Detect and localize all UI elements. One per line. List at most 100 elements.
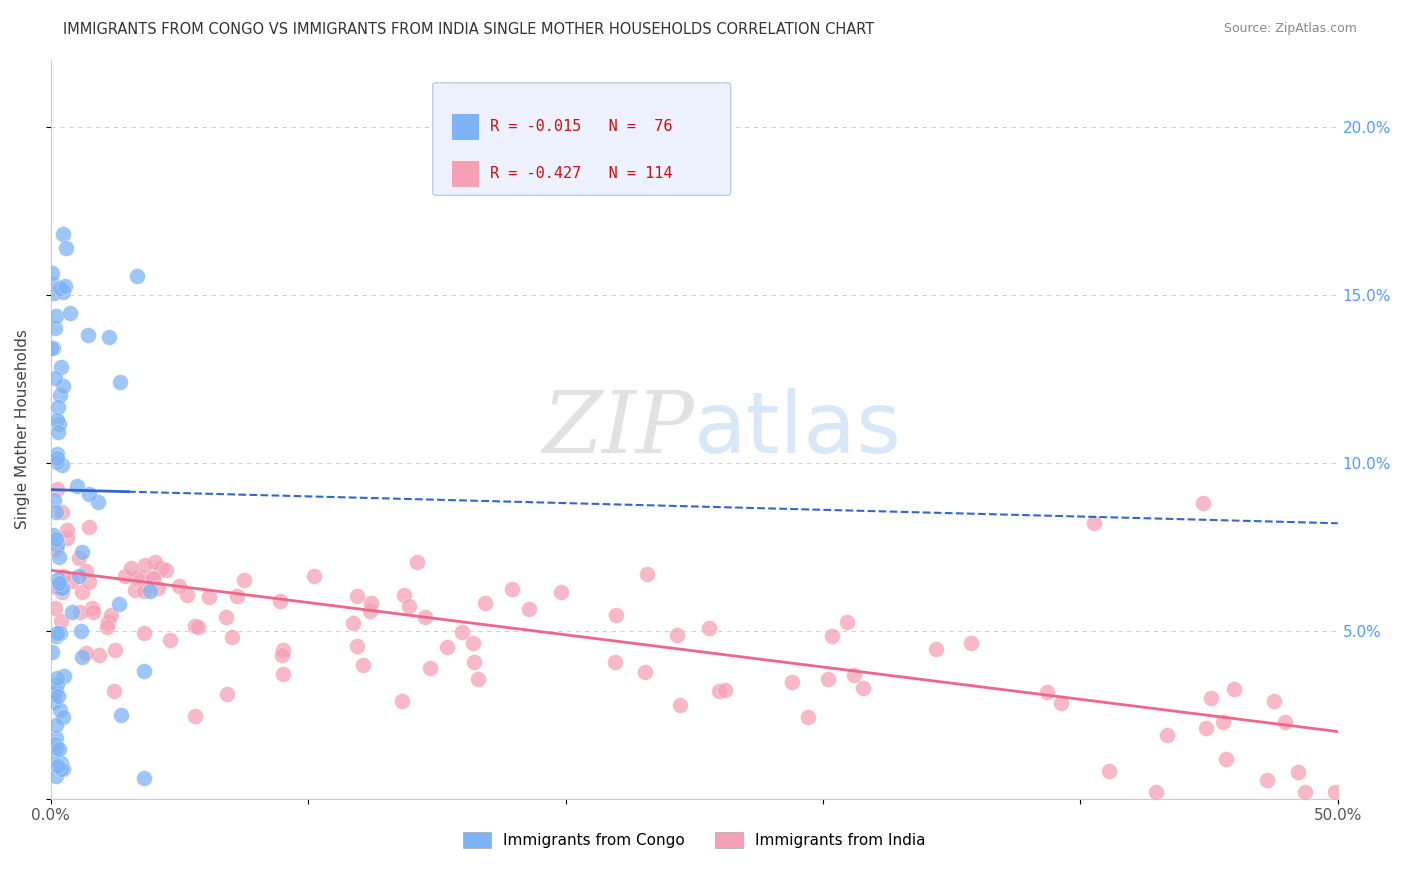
Point	[45, 505, 67, 519]
Point	[132, 583, 155, 598]
Point	[80, 600, 103, 615]
Point	[46, 626, 69, 640]
Point	[125, 571, 148, 585]
Point	[129, 569, 152, 583]
Point	[44, 601, 66, 615]
Point	[41, 341, 63, 355]
Point	[817, 672, 839, 686]
Point	[1083, 516, 1105, 531]
Point	[51, 505, 73, 519]
Point	[77, 520, 100, 534]
Point	[143, 555, 166, 569]
Point	[406, 555, 429, 569]
Point	[49, 626, 72, 640]
Point	[45, 450, 67, 465]
Point	[636, 567, 658, 582]
Point	[149, 561, 172, 575]
Point	[67, 550, 90, 565]
Point	[100, 607, 122, 622]
Point	[271, 648, 294, 662]
Point	[44, 581, 66, 595]
Point	[780, 675, 803, 690]
Point	[75, 564, 97, 578]
Point	[59, 306, 82, 320]
Point	[51, 585, 73, 599]
Point	[398, 599, 420, 613]
Point	[924, 642, 946, 657]
Point	[707, 684, 730, 698]
Point	[1223, 681, 1246, 696]
Point	[450, 624, 472, 639]
Point	[44, 320, 66, 334]
Point	[52, 569, 75, 583]
Point	[70, 585, 93, 599]
Point	[52, 710, 75, 724]
Point	[666, 628, 689, 642]
Point	[45, 672, 67, 686]
Point	[346, 589, 368, 603]
Point	[51, 378, 73, 392]
Point	[53, 279, 76, 293]
Point	[44, 737, 66, 751]
Point	[1144, 785, 1167, 799]
Point	[44, 370, 66, 384]
Point	[49, 581, 72, 595]
Point	[45, 310, 67, 324]
Point	[45, 533, 67, 547]
Point	[187, 620, 209, 634]
Point	[714, 683, 737, 698]
Point	[273, 667, 295, 681]
Point	[45, 677, 67, 691]
Point	[146, 581, 169, 595]
Point	[159, 632, 181, 647]
Text: Source: ZipAtlas.com: Source: ZipAtlas.com	[1223, 22, 1357, 36]
Point	[214, 610, 236, 624]
Point	[39, 341, 62, 355]
Point	[48, 417, 70, 432]
Point	[124, 582, 146, 597]
Point	[56, 523, 79, 537]
Point	[45, 455, 67, 469]
Point	[45, 483, 67, 497]
Point	[46, 758, 69, 772]
Point	[108, 597, 131, 611]
Point	[436, 640, 458, 655]
Point	[46, 447, 69, 461]
Point	[1098, 764, 1121, 778]
Point	[87, 495, 110, 509]
Point	[132, 771, 155, 785]
Point	[48, 576, 70, 591]
Point	[233, 574, 256, 588]
Point	[1274, 715, 1296, 730]
Point	[51, 581, 73, 595]
Point	[463, 655, 485, 669]
Point	[134, 626, 156, 640]
Point	[132, 664, 155, 678]
Point	[1036, 685, 1059, 699]
Point	[42, 277, 65, 291]
Point	[634, 665, 657, 679]
Point	[45, 629, 67, 643]
Point	[176, 588, 198, 602]
Point	[391, 693, 413, 707]
Point	[271, 642, 294, 657]
Point	[41, 266, 63, 280]
Legend: Immigrants from Congo, Immigrants from India: Immigrants from Congo, Immigrants from I…	[457, 826, 932, 854]
Point	[797, 710, 820, 724]
Point	[142, 571, 165, 585]
Point	[52, 285, 75, 300]
Point	[56, 531, 79, 545]
Point	[44, 686, 66, 700]
Point	[52, 763, 75, 777]
Point	[419, 660, 441, 674]
Point	[45, 731, 67, 746]
Point	[467, 672, 489, 686]
Point	[67, 569, 90, 583]
Point	[139, 584, 162, 599]
Point	[49, 614, 72, 628]
Point	[184, 619, 207, 633]
Point	[669, 698, 692, 712]
Point	[42, 286, 65, 301]
Point	[461, 636, 484, 650]
Point	[1156, 728, 1178, 742]
